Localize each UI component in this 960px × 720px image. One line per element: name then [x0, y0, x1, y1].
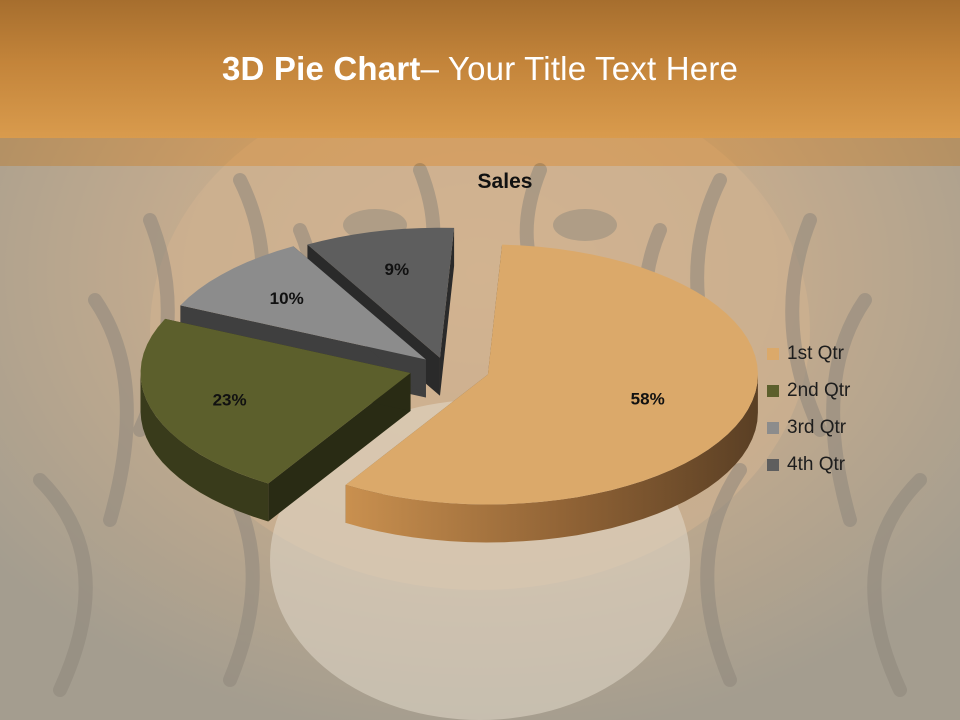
data-label-3: 10% [270, 289, 304, 308]
slide-title-rest: – Your Title Text Here [420, 50, 739, 87]
legend-item-1st-qtr: 1st Qtr [767, 335, 850, 372]
slide-title: 3D Pie Chart– Your Title Text Here [0, 50, 960, 88]
pie-slice-1 [345, 244, 758, 543]
pie-slice-top [140, 318, 411, 484]
legend-label: 3rd Qtr [787, 416, 847, 438]
pie-slice-side [140, 373, 269, 522]
pie-slice-side [345, 374, 758, 543]
chart-legend: 1st Qtr 2nd Qtr 3rd Qtr 4th Qtr [767, 335, 850, 483]
chart-title: Sales [478, 170, 533, 193]
legend-item-2nd-qtr: 2nd Qtr [767, 372, 850, 409]
pie-slice-top [345, 244, 758, 505]
pie-slice-wall [439, 227, 455, 396]
legend-label: 4th Qtr [787, 453, 846, 475]
pie-slice-wall [268, 372, 411, 522]
title-banner [0, 0, 960, 138]
title-banner-band [0, 138, 960, 166]
pie-slice-top [307, 227, 455, 358]
legend-swatch [767, 347, 779, 360]
data-label-2: 23% [213, 390, 247, 409]
legend-swatch [767, 421, 779, 434]
slide-title-bold: 3D Pie Chart [221, 50, 421, 87]
legend-swatch [767, 458, 779, 471]
data-label-4: 9% [385, 260, 410, 279]
pie-slice-top [180, 246, 426, 360]
pie-slice-2 [140, 318, 411, 522]
legend-label: 1st Qtr [787, 342, 845, 364]
pie-slices-group: 58% 23% 10% 9% [140, 227, 758, 543]
data-label-1: 58% [631, 390, 665, 409]
legend-item-4th-qtr: 4th Qtr [767, 446, 850, 483]
legend-swatch [767, 384, 779, 397]
legend-label: 2nd Qtr [787, 379, 851, 401]
legend-item-3rd-qtr: 3rd Qtr [767, 409, 850, 446]
